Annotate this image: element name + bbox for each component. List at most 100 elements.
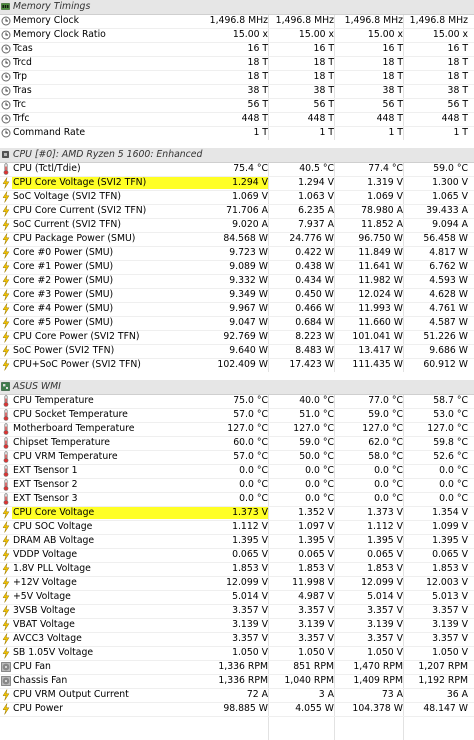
sensor-row[interactable]: CPU Core Voltage 1.373 V 1.352 V 1.373 V 1.3…	[0, 506, 474, 521]
section-header[interactable]: ASUS WMI	[0, 380, 474, 395]
sensor-row[interactable]: EXT Tsensor 3 0.0 °C 0.0 °C 0.0 °C 0.0 °C	[0, 492, 474, 507]
maximum-value: 16 T	[382, 43, 403, 54]
voltage-icon	[1, 563, 11, 575]
power-icon	[1, 703, 11, 715]
average-value: 6.762 W	[429, 261, 468, 272]
minimum-value: 59.0 °C	[299, 437, 334, 448]
sensor-row[interactable]: CPU VRM Temperature 57.0 °C 50.0 °C 58.0 °C…	[0, 450, 474, 465]
sensor-row[interactable]: Core #5 Power (SMU) 9.047 W 0.684 W 11.660 …	[0, 316, 474, 331]
sensor-row[interactable]: CPU Core Voltage (SVI2 TFN) 1.294 V 1.294 …	[0, 176, 474, 191]
clock-icon	[1, 99, 11, 111]
average-value: 3.357 V	[432, 633, 468, 644]
clock-icon	[1, 85, 11, 97]
sensor-row[interactable]: Chipset Temperature 60.0 °C 59.0 °C 62.0 °C…	[0, 436, 474, 451]
sensor-row[interactable]: Trp 18 T 18 T 18 T 18 T	[0, 70, 474, 85]
sensor-label: CPU Socket Temperature	[13, 409, 128, 420]
current-value: 0.0 °C	[239, 479, 268, 490]
minimum-value: 40.0 °C	[299, 395, 334, 406]
minimum-value: 0.422 W	[295, 247, 334, 258]
average-value: 18 T	[447, 71, 468, 82]
sensor-row[interactable]: Core #2 Power (SMU) 9.332 W 0.434 W 11.982 …	[0, 274, 474, 289]
average-value: 0.0 °C	[439, 465, 468, 476]
sensor-row[interactable]: Chassis Fan 1,336 RPM 1,040 RPM 1,409 RPM 1,…	[0, 674, 474, 689]
maximum-value: 73 A	[381, 689, 403, 700]
sensor-row[interactable]: SB 1.05V Voltage 1.050 V 1.050 V 1.050 V 1.0…	[0, 646, 474, 661]
current-value: 1,336 RPM	[218, 675, 268, 686]
current-value: 1.294 V	[232, 177, 268, 188]
maximum-value: 11.849 W	[358, 247, 403, 258]
sensor-row[interactable]: Trc 56 T 56 T 56 T 56 T	[0, 98, 474, 113]
sensor-row[interactable]: Core #4 Power (SMU) 9.967 W 0.466 W 11.993 …	[0, 302, 474, 317]
sensor-row[interactable]: CPU Fan 1,336 RPM 851 RPM 1,470 RPM 1,207 RP…	[0, 660, 474, 675]
sensor-row[interactable]: Memory Clock Ratio 15.00 x 15.00 x 15.00 x 1…	[0, 28, 474, 43]
sensor-row[interactable]: Tras 38 T 38 T 38 T 38 T	[0, 84, 474, 99]
sensor-row[interactable]: VDDP Voltage 0.065 V 0.065 V 0.065 V 0.065 V	[0, 548, 474, 563]
sensor-row[interactable]: EXT Tsensor 1 0.0 °C 0.0 °C 0.0 °C 0.0 °C	[0, 464, 474, 479]
sensor-row[interactable]: Trcd 18 T 18 T 18 T 18 T	[0, 56, 474, 71]
current-value: 3.139 V	[232, 619, 268, 630]
sensor-row[interactable]: SoC Voltage (SVI2 TFN) 1.069 V 1.063 V 1.06…	[0, 190, 474, 205]
minimum-value: 4.987 V	[298, 591, 334, 602]
sensor-row[interactable]: CPU Package Power (SMU) 84.568 W 24.776 W 9…	[0, 232, 474, 247]
sensor-row[interactable]: Core #0 Power (SMU) 9.723 W 0.422 W 11.849 …	[0, 246, 474, 261]
average-value: 0.0 °C	[439, 493, 468, 504]
sensor-row[interactable]: SoC Current (SVI2 TFN) 9.020 A 7.937 A 11.8…	[0, 218, 474, 233]
sensor-row[interactable]: VBAT Voltage 3.139 V 3.139 V 3.139 V 3.139 V	[0, 618, 474, 633]
sensor-row[interactable]: CPU Core Current (SVI2 TFN) 71.706 A 6.235…	[0, 204, 474, 219]
sensor-row[interactable]: +5V Voltage 5.014 V 4.987 V 5.014 V 5.013 V	[0, 590, 474, 605]
thermometer-icon	[1, 163, 11, 175]
sensor-row[interactable]: 1.8V PLL Voltage 1.853 V 1.853 V 1.853 V 1.8…	[0, 562, 474, 577]
clock-icon	[1, 29, 11, 41]
minimum-value: 1.097 V	[298, 521, 334, 532]
voltage-icon	[1, 605, 11, 617]
sensor-row[interactable]: +12V Voltage 12.099 V 11.998 V 12.099 V 12.0…	[0, 576, 474, 591]
sensor-label: Memory Clock Ratio	[13, 29, 106, 40]
minimum-value: 0.466 W	[295, 303, 334, 314]
sensor-row[interactable]: DRAM AB Voltage 1.395 V 1.395 V 1.395 V 1.39…	[0, 534, 474, 549]
section-spacer	[0, 372, 474, 380]
current-value: 1.112 V	[232, 521, 268, 532]
sensor-row[interactable]: CPU Socket Temperature 57.0 °C 51.0 °C 59.0…	[0, 408, 474, 423]
sensor-row[interactable]: CPU SOC Voltage 1.112 V 1.097 V 1.112 V 1.09…	[0, 520, 474, 535]
sensor-row[interactable]: Core #3 Power (SMU) 9.349 W 0.450 W 12.024 …	[0, 288, 474, 303]
voltage-icon	[1, 177, 11, 189]
average-value: 4.593 W	[429, 275, 468, 286]
sensor-row[interactable]: CPU VRM Output Current 72 A 3 A 73 A 36 A	[0, 688, 474, 703]
minimum-value: 1,496.8 MHz	[275, 15, 334, 26]
current-value: 1.853 V	[232, 563, 268, 574]
minimum-value: 127.0 °C	[293, 423, 334, 434]
thermometer-icon	[1, 423, 11, 435]
maximum-value: 96.750 W	[358, 233, 403, 244]
section-header[interactable]: Memory Timings	[0, 0, 474, 15]
sensor-label: Core #1 Power (SMU)	[13, 261, 114, 272]
average-value: 12.003 V	[426, 577, 468, 588]
sensor-row[interactable]: Core #1 Power (SMU) 9.089 W 0.438 W 11.641 …	[0, 260, 474, 275]
minimum-value: 8.223 W	[295, 331, 334, 342]
current-value: 0.065 V	[232, 549, 268, 560]
maximum-value: 101.041 W	[352, 331, 403, 342]
sensor-label: Tcas	[13, 43, 33, 54]
sensor-row[interactable]: EXT Tsensor 2 0.0 °C 0.0 °C 0.0 °C 0.0 °C	[0, 478, 474, 493]
memory-icon	[1, 2, 10, 11]
maximum-value: 3.357 V	[367, 605, 403, 616]
sensor-row[interactable]: Command Rate 1 T 1 T 1 T 1 T	[0, 126, 474, 141]
section-header[interactable]: CPU [#0]: AMD Ryzen 5 1600: Enhanced	[0, 148, 474, 163]
average-value: 3.357 V	[432, 605, 468, 616]
sensor-row[interactable]: Motherboard Temperature 127.0 °C 127.0 °C 1…	[0, 422, 474, 437]
sensor-row[interactable]: AVCC3 Voltage 3.357 V 3.357 V 3.357 V 3.357 …	[0, 632, 474, 647]
sensor-row[interactable]: Trfc 448 T 448 T 448 T 448 T	[0, 112, 474, 127]
sensor-row[interactable]: CPU Power 98.885 W 4.055 W 104.378 W 48.147 …	[0, 702, 474, 717]
clock-icon	[1, 43, 11, 55]
sensor-label: Core #3 Power (SMU)	[13, 289, 114, 300]
sensor-row[interactable]: Tcas 16 T 16 T 16 T 16 T	[0, 42, 474, 57]
sensor-label: +5V Voltage	[13, 591, 71, 602]
voltage-icon	[1, 535, 11, 547]
sensor-row[interactable]: Memory Clock 1,496.8 MHz 1,496.8 MHz 1,496.…	[0, 14, 474, 29]
current-value: 9.020 A	[232, 219, 268, 230]
sensor-row[interactable]: CPU (Tctl/Tdie) 75.4 °C 40.5 °C 77.4 °C 59.0…	[0, 162, 474, 177]
sensor-row[interactable]: CPU+SoC Power (SVI2 TFN) 102.409 W 17.423 …	[0, 358, 474, 373]
sensor-row[interactable]: CPU Temperature 75.0 °C 40.0 °C 77.0 °C 58.7…	[0, 394, 474, 409]
sensor-row[interactable]: 3VSB Voltage 3.357 V 3.357 V 3.357 V 3.357 V	[0, 604, 474, 619]
sensor-row[interactable]: SoC Power (SVI2 TFN) 9.640 W 8.483 W 13.417…	[0, 344, 474, 359]
sensor-row[interactable]: CPU Core Power (SVI2 TFN) 92.769 W 8.223 W…	[0, 330, 474, 345]
